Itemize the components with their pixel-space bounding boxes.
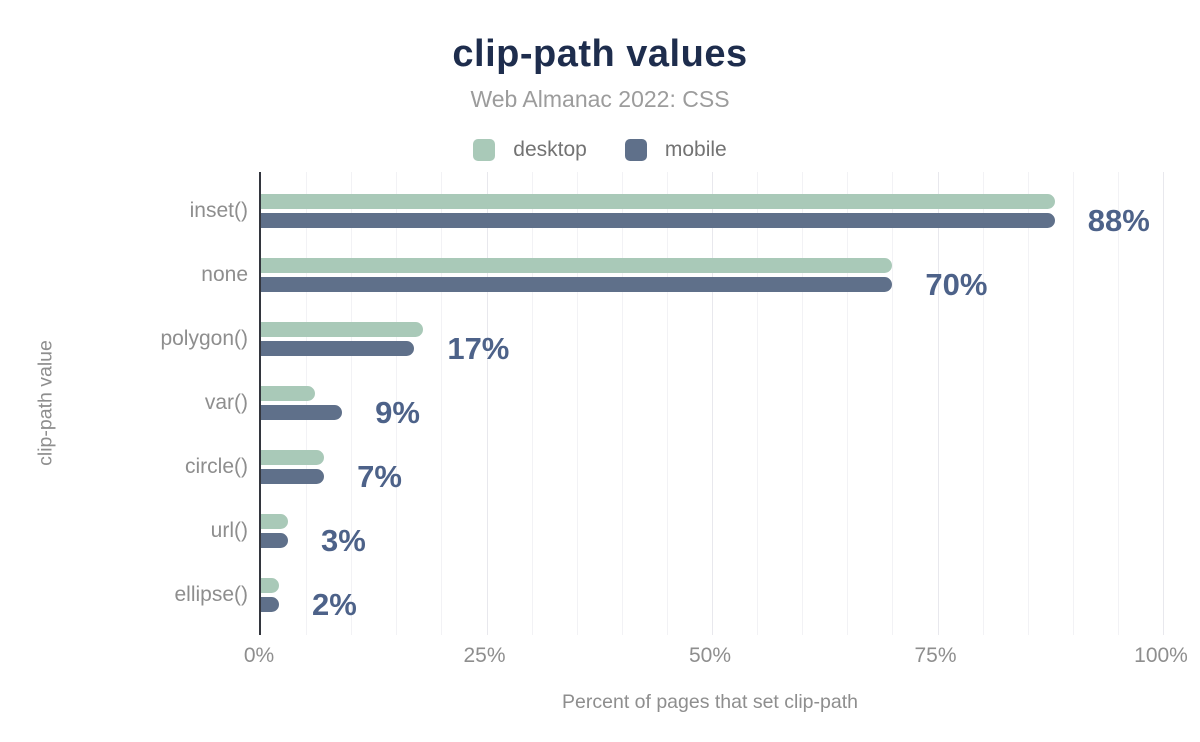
- category-label-var: var(): [204, 391, 248, 414]
- gridline: [1072, 172, 1074, 635]
- bar-desktop-ellipse[interactable]: [261, 578, 280, 593]
- x-axis-title: Percent of pages that set clip-path: [562, 691, 858, 713]
- legend-swatch-desktop: [473, 139, 496, 161]
- x-tick-label: 0%: [243, 644, 275, 667]
- gridline: [892, 172, 894, 635]
- y-axis-title: clip-path value: [34, 340, 57, 466]
- category-label-url: url(): [210, 519, 248, 542]
- gridline: [666, 172, 668, 635]
- gridline: [802, 172, 804, 635]
- bar-mobile-ellipse[interactable]: [261, 597, 280, 612]
- bar-mobile-none[interactable]: [261, 277, 893, 292]
- gridline: [982, 172, 984, 635]
- chart-title: clip-path values: [452, 33, 748, 75]
- gridline: [937, 172, 939, 635]
- legend: desktop mobile: [0, 138, 1200, 162]
- bar-desktop-var[interactable]: [261, 386, 316, 401]
- gridline: [531, 172, 533, 635]
- bar-desktop-inset[interactable]: [261, 194, 1055, 209]
- bar-desktop-circle[interactable]: [261, 450, 325, 465]
- bar-value-label: 9%: [375, 394, 420, 430]
- bar-desktop-polygon[interactable]: [261, 322, 424, 337]
- gridline: [1117, 172, 1119, 635]
- x-tick-label: 75%: [914, 644, 957, 667]
- category-label-inset: inset(): [189, 199, 248, 222]
- bar-desktop-url[interactable]: [261, 514, 289, 529]
- bar-mobile-inset[interactable]: [261, 213, 1055, 228]
- gridline: [1163, 172, 1164, 635]
- gridline: [847, 172, 849, 635]
- category-label-ellipse: ellipse(): [174, 583, 248, 606]
- bar-value-label: 70%: [925, 266, 988, 302]
- gridline: [396, 172, 398, 635]
- bar-desktop-none[interactable]: [261, 258, 893, 273]
- bar-value-label: 88%: [1087, 202, 1150, 238]
- gridline: [1027, 172, 1029, 635]
- bar-value-label: 2%: [312, 586, 357, 622]
- gridline: [306, 172, 308, 635]
- legend-label: desktop: [513, 138, 587, 161]
- bar-mobile-url[interactable]: [261, 533, 289, 548]
- gridline: [486, 172, 488, 635]
- legend-swatch-mobile: [624, 139, 647, 161]
- category-label-none: none: [201, 263, 248, 286]
- gridline: [621, 172, 623, 635]
- gridline: [351, 172, 353, 635]
- gridline: [441, 172, 443, 635]
- legend-item-desktop[interactable]: desktop: [473, 138, 587, 162]
- gridline: [757, 172, 759, 635]
- x-tick-label: 25%: [463, 644, 506, 667]
- chart-subtitle: Web Almanac 2022: CSS: [470, 86, 730, 112]
- category-label-circle: circle(): [185, 455, 248, 478]
- bar-mobile-circle[interactable]: [261, 469, 325, 484]
- bar-value-label: 3%: [321, 522, 366, 558]
- x-tick-label: 50%: [688, 644, 732, 667]
- legend-label: mobile: [664, 138, 727, 161]
- bar-value-label: 7%: [357, 458, 402, 494]
- gridline: [576, 172, 578, 635]
- bar-mobile-var[interactable]: [261, 405, 343, 420]
- gridline: [712, 172, 713, 635]
- legend-item-mobile[interactable]: mobile: [624, 138, 727, 162]
- category-label-polygon: polygon(): [160, 327, 248, 350]
- plot-area: 88% 70% 17% 9% 7% 3% 2%: [259, 172, 1164, 635]
- bar-mobile-polygon[interactable]: [261, 341, 415, 356]
- x-tick-label: 100%: [1134, 644, 1188, 667]
- bar-value-label: 17%: [447, 330, 510, 366]
